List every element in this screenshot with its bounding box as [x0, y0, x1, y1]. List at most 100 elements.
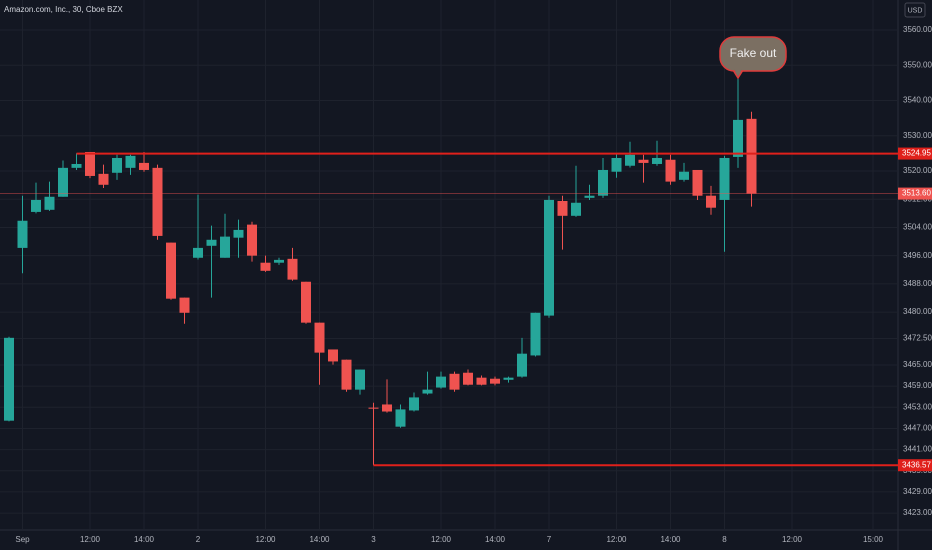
y-tick-label: 3480.00 [903, 307, 932, 316]
candle-body [287, 258, 298, 280]
candle-body [638, 159, 649, 163]
y-tick-label: 3488.00 [903, 279, 932, 288]
candle-body [233, 229, 244, 238]
y-tick-label: 3540.00 [903, 96, 932, 105]
candle-body [557, 200, 568, 216]
x-tick-label: Sep [15, 535, 30, 544]
candle-body [368, 407, 379, 409]
annotation-text: Fake out [730, 46, 777, 60]
candle-body [382, 404, 392, 412]
x-tick-label: 7 [547, 535, 552, 544]
y-tick-label: 3472.50 [903, 334, 932, 343]
candle-body [220, 236, 230, 258]
x-tick-label: 2 [196, 535, 201, 544]
candle-body [449, 373, 460, 390]
candle-body [328, 349, 338, 362]
last-price-tag [898, 187, 932, 200]
candle-body [719, 157, 730, 200]
candle-body [112, 157, 122, 173]
candle-body [139, 162, 149, 170]
y-tick-label: 3423.00 [903, 508, 932, 517]
candle-body [58, 167, 68, 197]
candle-body [503, 377, 514, 380]
candle-body [625, 154, 635, 166]
level-tag [898, 147, 932, 160]
level-label: 3436.57 [902, 460, 931, 469]
x-tick-label: 14:00 [309, 535, 330, 544]
candle-body [652, 157, 662, 164]
candle-body [733, 119, 743, 157]
y-tick-label: 3520.00 [903, 166, 932, 175]
candle-body [746, 118, 757, 194]
candle-body [44, 196, 55, 210]
x-tick-label: 8 [722, 535, 727, 544]
y-tick-label: 3453.00 [903, 402, 932, 411]
candle-body [490, 378, 500, 384]
candle-body [476, 377, 487, 385]
candle-body [206, 239, 217, 246]
x-tick-label: 12:00 [80, 535, 101, 544]
y-tick-label: 3496.00 [903, 251, 932, 260]
level-label: 3524.95 [902, 149, 931, 158]
candle-body [125, 155, 136, 168]
candle-body [98, 173, 109, 185]
x-tick-label: 14:00 [660, 535, 681, 544]
x-tick-label: 12:00 [255, 535, 276, 544]
level-tag [898, 459, 932, 472]
candle-body [71, 163, 82, 168]
annotation-box [719, 36, 787, 72]
x-tick-label: 3 [371, 535, 376, 544]
candle-body [598, 169, 608, 196]
candle-body [571, 202, 581, 216]
candle-body [341, 359, 352, 390]
y-tick-label: 3530.00 [903, 131, 932, 140]
candle-body [85, 151, 95, 176]
candle-body [395, 409, 406, 427]
candle-body [179, 297, 190, 313]
candle-body [530, 312, 541, 356]
y-tick-label: 3560.00 [903, 25, 932, 34]
chart-title: Amazon.com, Inc., 30, Cboe BZX [4, 5, 123, 14]
candle-body [436, 376, 446, 388]
y-tick-label: 3429.00 [903, 487, 932, 496]
y-tick-label: 3504.00 [903, 223, 932, 232]
candle-body [692, 169, 703, 196]
candle-body [422, 389, 433, 394]
last-price-label: 3513.60 [902, 189, 931, 198]
x-tick-label: 12:00 [782, 535, 803, 544]
candle-body [260, 262, 271, 271]
candle-body [665, 159, 676, 182]
candle-body [584, 195, 595, 198]
y-tick-label: 3441.00 [903, 445, 932, 454]
x-tick-label: 12:00 [606, 535, 627, 544]
y-tick-label: 3459.00 [903, 381, 932, 390]
candle-body [301, 281, 311, 323]
candle-body [152, 167, 163, 236]
candle-body [409, 397, 419, 411]
candle-body [679, 171, 689, 180]
x-tick-label: 14:00 [134, 535, 155, 544]
annotation-pointer-fill [734, 69, 742, 76]
x-tick-label: 12:00 [431, 535, 452, 544]
candle-body [517, 353, 527, 377]
y-tick-label: 3465.00 [903, 360, 932, 369]
candle-body [4, 337, 14, 421]
x-tick-label: 14:00 [485, 535, 506, 544]
candle-body [314, 322, 325, 353]
candle-body [166, 242, 176, 299]
overlay: 3524.95 3436.57 3513.60 Fake out [0, 36, 932, 472]
y-tick-label: 3550.00 [903, 60, 932, 69]
candle-body [274, 259, 284, 263]
y-tick-label: 3447.00 [903, 424, 932, 433]
currency-label: USD [908, 7, 923, 14]
candle-body [247, 224, 257, 256]
candle-body [611, 157, 622, 172]
candle-body [463, 372, 473, 385]
candle-body [17, 220, 28, 248]
candle-body [355, 369, 365, 390]
candle-body [31, 199, 41, 212]
candle-body [193, 247, 203, 258]
currency-box [904, 2, 926, 18]
